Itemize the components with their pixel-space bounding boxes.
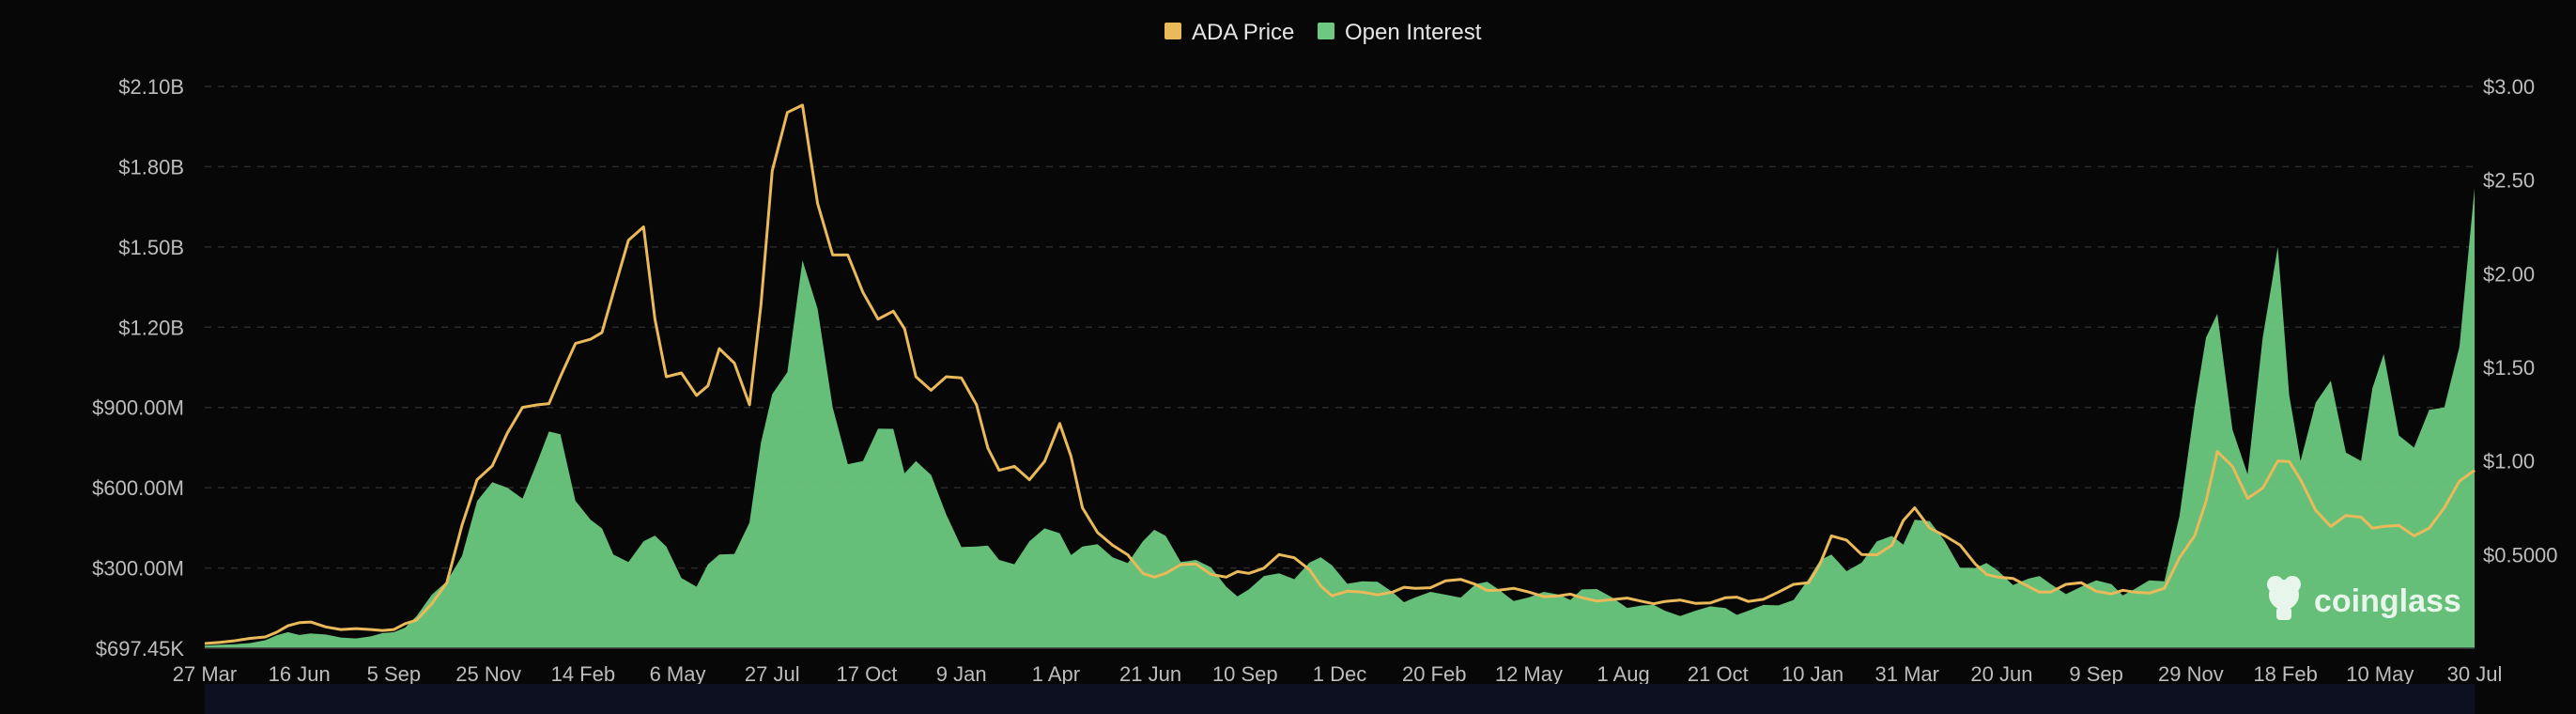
x-tick-label: 27 Jul	[745, 662, 800, 686]
left-tick-label: $1.80B	[118, 155, 184, 178]
legend-label-ada-price: ADA Price	[1192, 20, 1294, 45]
coinglass-watermark: coinglass	[2267, 576, 2461, 620]
x-tick-label: 6 May	[650, 662, 706, 686]
x-tick-label: 9 Jan	[936, 662, 987, 686]
right-tick-label: $0.5000	[2483, 543, 2558, 567]
x-tick-label: 5 Sep	[367, 662, 422, 686]
x-tick-label: 25 Nov	[455, 662, 521, 686]
legend-item-ada-price[interactable]: ADA Price	[1165, 20, 1294, 45]
legend-swatch-open-interest	[1318, 23, 1334, 39]
right-axis-ticks: $0.5000 $1.00 $1.50 $2.00 $2.50 $3.00	[2483, 75, 2558, 567]
x-tick-label: 1 Apr	[1032, 662, 1080, 686]
x-tick-label: 1 Aug	[1597, 662, 1649, 686]
range-navigator[interactable]	[205, 684, 2475, 714]
left-tick-label: $900.00M	[92, 396, 184, 420]
x-tick-label: 10 May	[2346, 662, 2414, 686]
x-axis-ticks: 27 Mar 16 Jun 5 Sep 25 Nov 14 Feb 6 May 27 Jul…	[173, 662, 2503, 686]
left-tick-label: $2.10B	[118, 75, 184, 99]
open-interest-area	[205, 188, 2475, 648]
x-tick-label: 21 Oct	[1688, 662, 1749, 686]
left-tick-label: $300.00M	[92, 557, 184, 581]
legend-label-open-interest: Open Interest	[1345, 20, 1482, 45]
legend-swatch-ada-price	[1165, 23, 1181, 39]
x-tick-label: 27 Mar	[173, 662, 237, 686]
x-tick-label: 20 Feb	[1402, 662, 1467, 686]
x-tick-label: 21 Jun	[1119, 662, 1181, 686]
left-tick-label: $697.45K	[96, 637, 185, 660]
left-axis-ticks: $697.45K $300.00M $600.00M $900.00M $1.20B $1…	[92, 75, 184, 660]
gridlines	[205, 85, 2475, 569]
x-tick-label: 12 May	[1495, 662, 1563, 686]
right-tick-label: $2.50	[2483, 169, 2535, 193]
coinglass-logo-icon	[2267, 576, 2301, 620]
x-tick-label: 20 Jun	[1970, 662, 2032, 686]
x-tick-label: 17 Oct	[837, 662, 898, 686]
x-tick-label: 1 Dec	[1313, 662, 1366, 686]
watermark-text: coinglass	[2314, 583, 2461, 619]
legend[interactable]: ADA Price Open Interest	[1165, 20, 1482, 45]
left-tick-label: $1.20B	[118, 316, 184, 339]
right-tick-label: $3.00	[2483, 75, 2535, 99]
x-tick-label: 30 Jul	[2447, 662, 2503, 686]
x-tick-label: 10 Jan	[1782, 662, 1843, 686]
legend-item-open-interest[interactable]: Open Interest	[1318, 20, 1482, 45]
x-tick-label: 16 Jun	[269, 662, 331, 686]
x-tick-label: 10 Sep	[1212, 662, 1278, 686]
x-tick-label: 31 Mar	[1875, 662, 1939, 686]
x-tick-label: 14 Feb	[551, 662, 616, 686]
right-tick-label: $1.00	[2483, 450, 2535, 473]
right-tick-label: $1.50	[2483, 356, 2535, 380]
x-tick-label: 18 Feb	[2253, 662, 2318, 686]
ada-price-line	[204, 103, 2476, 645]
right-tick-label: $2.00	[2483, 262, 2535, 286]
left-tick-label: $600.00M	[92, 476, 184, 500]
x-tick-label: 29 Nov	[2158, 662, 2224, 686]
left-tick-label: $1.50B	[118, 236, 184, 259]
x-tick-label: 9 Sep	[2069, 662, 2123, 686]
